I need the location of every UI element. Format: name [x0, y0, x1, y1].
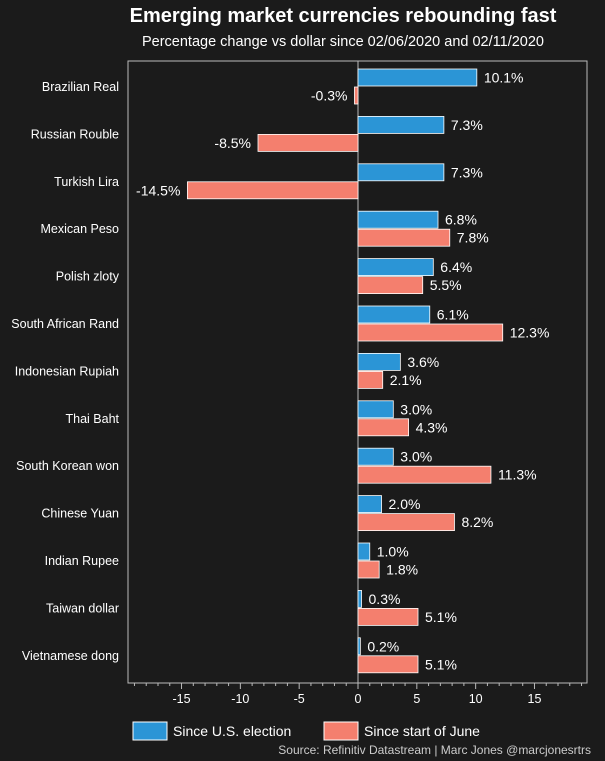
x-tick-label: -10	[231, 692, 249, 706]
bar-since-june	[357, 370, 384, 389]
category-label: Thai Baht	[65, 412, 119, 426]
legend-swatch-since-june	[323, 721, 359, 741]
category-label: Vietnamese dong	[22, 649, 119, 663]
category-labels: Brazilian Real Russian Rouble Turkish Lira…	[11, 80, 119, 663]
data-label-since-june: 5.1%	[425, 656, 457, 672]
category-label: Mexican Peso	[40, 222, 119, 236]
data-label-since-june: 7.8%	[457, 230, 489, 246]
bar-since-june	[357, 513, 455, 531]
bar-since-election	[357, 352, 401, 371]
category-label: Taiwan dollar	[46, 601, 119, 615]
x-tick-label: 0	[355, 692, 362, 706]
data-label-since-june: -14.5%	[136, 182, 180, 198]
bar-since-election	[357, 68, 478, 87]
bar-since-election	[357, 258, 434, 277]
data-label-since-june: -0.3%	[311, 88, 348, 104]
bar-since-election	[357, 116, 445, 134]
chart-subtitle: Percentage change vs dollar since 02/06/…	[142, 34, 544, 50]
bar-since-election	[357, 400, 394, 419]
bar-since-june	[357, 465, 492, 484]
data-label-since-election: 0.3%	[369, 591, 401, 607]
source-note: Source: Refinitiv Datastream | Marc Jone…	[278, 743, 591, 757]
data-label-since-election: 7.3%	[451, 164, 483, 180]
bars-group: 10.1% -0.3% 7.3% -8.5% 7.3% -14.5% 6.8% 7.8% 6.4…	[136, 68, 550, 674]
data-label-since-election: 10.1%	[484, 70, 524, 86]
bar-since-june	[357, 418, 409, 437]
bar-since-june	[354, 86, 359, 105]
data-label-since-june: 4.3%	[416, 419, 448, 435]
bar-since-june	[357, 228, 451, 247]
data-label-since-june: 2.1%	[390, 372, 422, 388]
data-label-since-election: 3.0%	[400, 449, 432, 465]
bar-since-june	[357, 608, 419, 626]
data-label-since-june: 11.3%	[498, 467, 537, 483]
bar-since-june	[357, 276, 424, 295]
data-label-since-june: 8.2%	[461, 514, 493, 530]
x-axis: -15 -10 -5 0 5 10 15	[133, 683, 583, 706]
data-label-since-election: 3.6%	[407, 354, 439, 370]
data-label-since-election: 6.4%	[440, 259, 472, 275]
bar-since-election	[357, 495, 382, 514]
data-label-since-june: 1.8%	[386, 562, 418, 578]
category-label: Chinese Yuan	[41, 507, 119, 521]
data-label-since-election: 1.0%	[377, 544, 409, 560]
category-label: Indonesian Rupiah	[15, 364, 119, 378]
category-label: Brazilian Real	[42, 80, 119, 94]
x-tick-label: 5	[413, 692, 420, 706]
category-label: South Korean won	[16, 459, 119, 473]
bar-since-election	[357, 305, 431, 324]
bar-since-election	[357, 590, 362, 608]
bar-since-june	[357, 655, 419, 674]
data-label-since-june: 5.5%	[430, 277, 462, 293]
bar-since-election	[357, 542, 371, 561]
legend-label-since-election: Since U.S. election	[173, 723, 291, 739]
data-label-since-june: 12.3%	[510, 325, 550, 341]
legend: Since U.S. election Since start of June	[132, 721, 480, 741]
x-tick-label: -15	[172, 692, 190, 706]
category-label: Indian Rupee	[45, 554, 119, 568]
bar-since-june	[257, 133, 359, 152]
bar-since-june	[357, 323, 504, 342]
data-label-since-june: 5.1%	[425, 609, 457, 625]
bar-since-june	[187, 181, 359, 200]
x-tick-label: -5	[294, 692, 305, 706]
category-label: Turkish Lira	[54, 175, 119, 189]
data-label-since-june: -8.5%	[214, 135, 251, 151]
bar-since-election	[357, 210, 439, 229]
bar-since-election	[357, 637, 361, 656]
category-label: South African Rand	[11, 317, 119, 331]
data-label-since-election: 7.3%	[451, 117, 483, 133]
x-tick-label: 15	[528, 692, 542, 706]
chart-title: Emerging market currencies rebounding fa…	[130, 5, 557, 27]
data-label-since-election: 6.8%	[445, 212, 477, 228]
bar-since-election	[357, 447, 394, 466]
data-label-since-election: 0.2%	[367, 638, 399, 654]
legend-swatch-since-election	[132, 721, 168, 741]
data-label-since-election: 6.1%	[437, 307, 469, 323]
category-label: Polish zloty	[56, 270, 120, 284]
legend-label-since-june: Since start of June	[364, 723, 480, 739]
category-label: Russian Rouble	[31, 127, 119, 141]
x-tick-label: 10	[469, 692, 483, 706]
data-label-since-election: 3.0%	[400, 401, 432, 417]
bar-since-election	[357, 163, 445, 182]
bar-since-june	[357, 560, 380, 579]
data-label-since-election: 2.0%	[389, 496, 421, 512]
